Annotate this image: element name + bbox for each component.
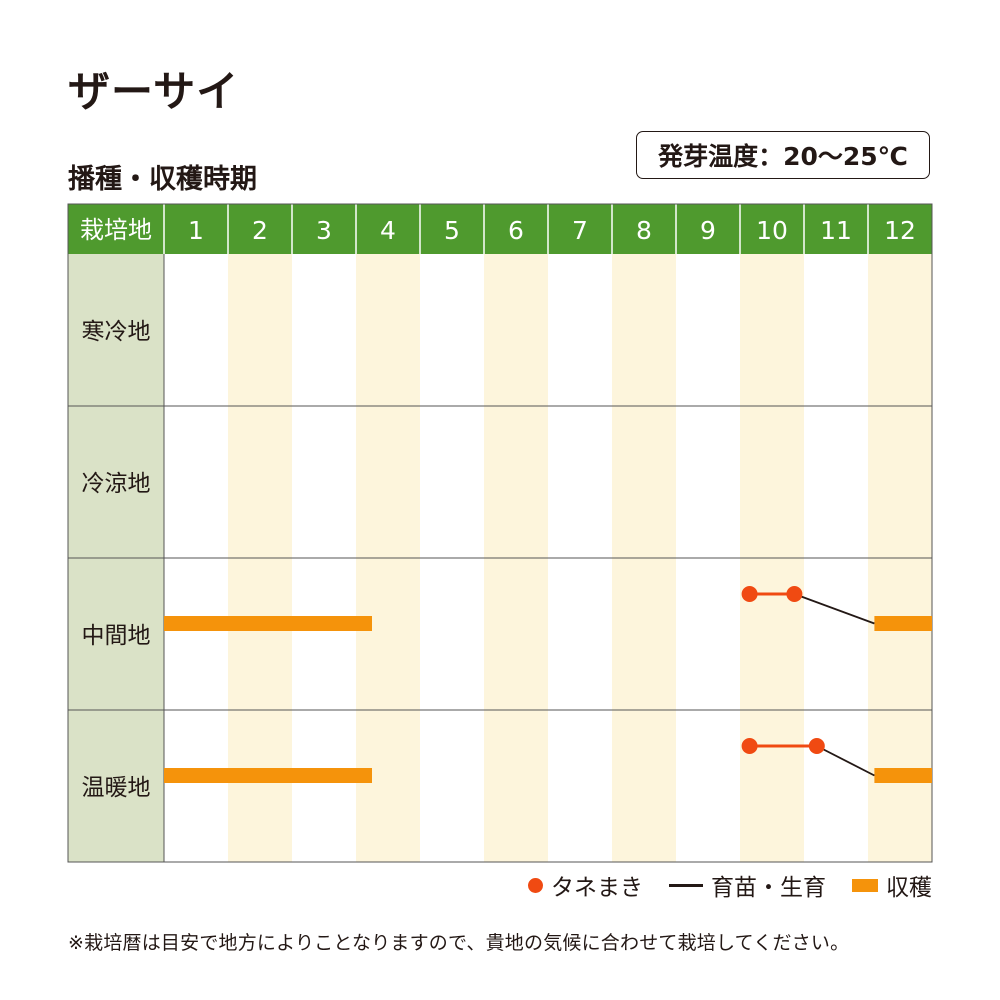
footnote: ※栽培暦は目安で地方によりことなりますので、貴地の気候に合わせて栽培してください… [68, 932, 850, 954]
region-label: 温暖地 [82, 775, 151, 801]
region-label: 寒冷地 [82, 319, 151, 345]
harvest-bar [164, 616, 372, 631]
sowing-dot [741, 738, 758, 754]
month-label-3: 3 [316, 216, 332, 245]
harvest-bar [164, 768, 372, 783]
month-label-8: 8 [636, 216, 652, 245]
legend-harvest: 収穫 [852, 868, 932, 902]
legend-sowing: タネまき [528, 868, 643, 902]
month-label-4: 4 [380, 216, 396, 245]
month-label-1: 1 [188, 216, 204, 245]
germination-temp-badge: 発芽温度：20〜25℃ [636, 131, 930, 179]
harvest-bar-icon [852, 878, 878, 892]
header-label: 栽培地 [80, 216, 152, 244]
harvest-bar [874, 616, 932, 631]
month-label-9: 9 [700, 216, 716, 245]
sowing-dot-icon [528, 877, 543, 893]
chart-legend: タネまき 育苗・生育 収穫 [528, 868, 932, 902]
growing-line [816, 745, 875, 777]
header-row-bg [68, 204, 932, 254]
legend-harvest-label: 収穫 [886, 875, 932, 901]
month-label-12: 12 [884, 216, 916, 245]
sowing-dot [786, 586, 803, 602]
sowing-dot [808, 738, 825, 754]
chart-border [67, 203, 933, 863]
growing-line [794, 593, 875, 625]
legend-growing-label: 育苗・生育 [711, 875, 826, 901]
month-label-6: 6 [508, 216, 524, 245]
region-label: 冷涼地 [82, 471, 151, 497]
region-label: 中間地 [82, 623, 151, 649]
month-label-11: 11 [820, 216, 852, 245]
harvest-bar [874, 768, 932, 783]
month-label-10: 10 [756, 216, 788, 245]
month-label-7: 7 [572, 216, 588, 245]
growing-line-icon [669, 883, 703, 887]
sowing-dot [741, 586, 758, 602]
chart-subtitle: 播種・収穫時期 [68, 164, 257, 195]
legend-growing: 育苗・生育 [669, 868, 826, 902]
month-label-2: 2 [252, 216, 268, 245]
month-label-5: 5 [444, 216, 460, 245]
page-title: ザーサイ [68, 67, 240, 116]
legend-sowing-label: タネまき [551, 875, 643, 901]
